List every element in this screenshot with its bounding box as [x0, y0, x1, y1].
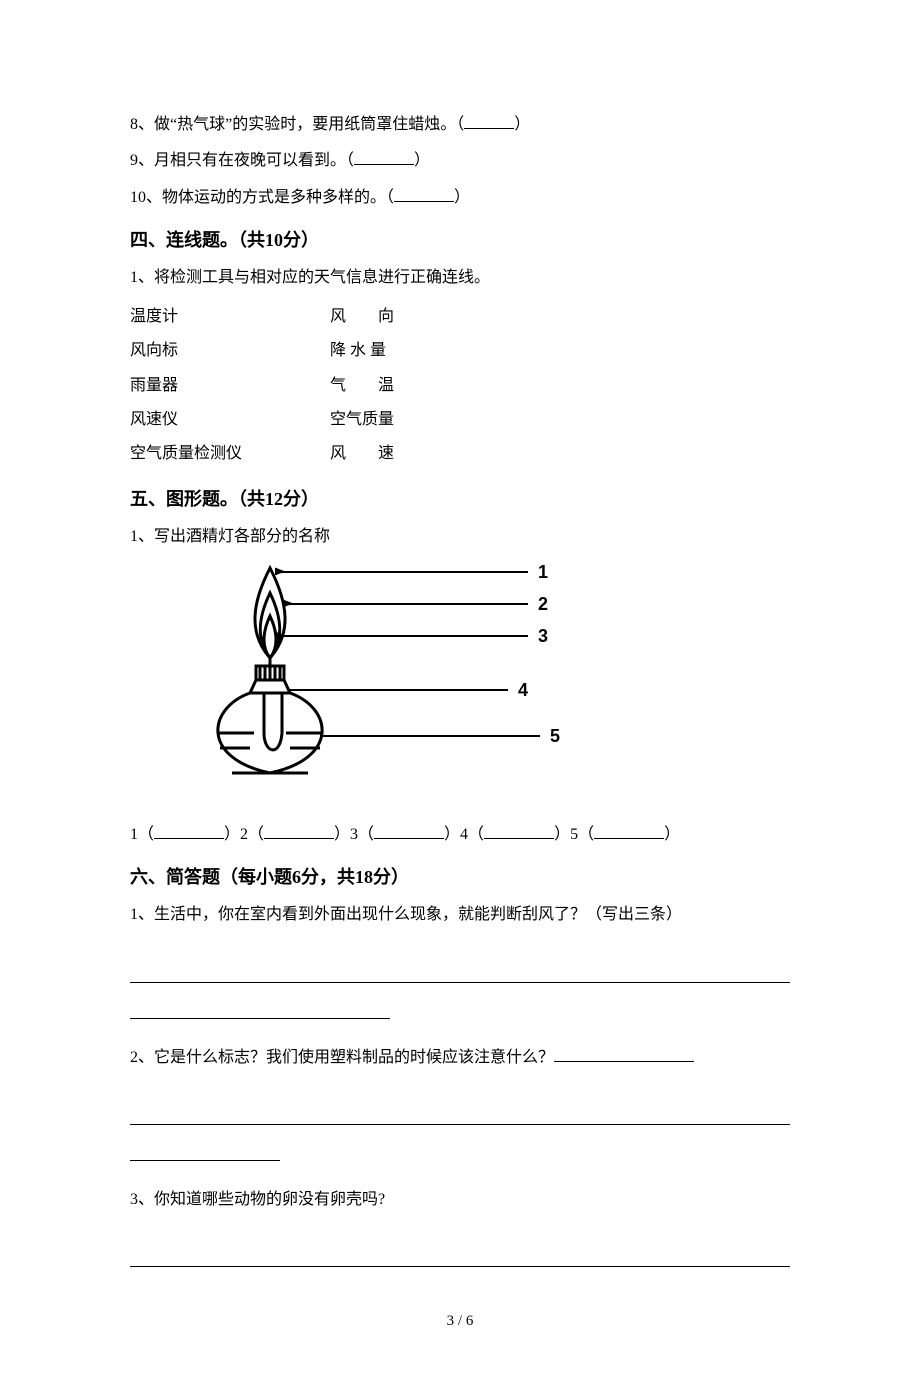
match-row: 空气质量检测仪 风 速: [130, 437, 394, 471]
lbl-3: ）3（: [334, 826, 374, 843]
match-right-4: 风 速: [330, 437, 394, 471]
paren: ）: [514, 116, 530, 133]
q2-answer-line-1[interactable]: [130, 1097, 790, 1125]
lbl-1: 1（: [130, 826, 154, 843]
section6-q3: 3、你知道哪些动物的卵没有卵壳吗?: [130, 1185, 790, 1215]
q3-10: 10、物体运动的方式是多种多样的。（ ）: [130, 183, 790, 213]
q3-answer-line-1[interactable]: [130, 1239, 790, 1267]
q1-answer-line-2[interactable]: [130, 991, 390, 1019]
page-number: 3 / 6: [130, 1307, 790, 1336]
section4-q1: 1、将检测工具与相对应的天气信息进行正确连线。: [130, 263, 790, 293]
section6-q1: 1、生活中，你在室内看到外面出现什么现象，就能判断刮风了？（写出三条）: [130, 900, 790, 930]
match-right-2: 气 温: [330, 369, 394, 403]
match-left-4: 空气质量检测仪: [130, 437, 330, 471]
q3-10-blank[interactable]: [394, 185, 454, 202]
match-left-1: 风向标: [130, 334, 330, 368]
match-row: 风速仪 空气质量: [130, 403, 394, 437]
match-left-0: 温度计: [130, 300, 330, 334]
q3-9-blank[interactable]: [354, 149, 414, 166]
q3-8-text: 8、做“热气球”的实验时，要用纸筒罩住蜡烛。（: [130, 116, 464, 133]
lbl-2: ）2（: [224, 826, 264, 843]
section4-heading: 四、连线题。（共10分）: [130, 223, 790, 257]
q2-tail-blank[interactable]: [554, 1045, 694, 1062]
lbl-end: ）: [664, 826, 680, 843]
diagram-label-2: 2: [538, 594, 548, 614]
section5-q1: 1、写出酒精灯各部分的名称: [130, 522, 790, 552]
match-left-3: 风速仪: [130, 403, 330, 437]
section6-heading: 六、简答题（每小题6分，共18分）: [130, 860, 790, 894]
diagram-label-5: 5: [550, 726, 560, 746]
match-row: 温度计 风 向: [130, 300, 394, 334]
match-table: 温度计 风 向 风向标 降 水 量 雨量器 气 温 风速仪 空气质量 空气质量检…: [130, 300, 394, 472]
ans-5[interactable]: [594, 822, 664, 839]
q2-answer-line-2[interactable]: [130, 1133, 280, 1161]
alcohol-lamp-svg: 1 2 3 4 5: [190, 558, 570, 798]
paren: ）: [414, 152, 430, 169]
diagram-label-3: 3: [538, 626, 548, 646]
ans-2[interactable]: [264, 822, 334, 839]
section6-q2: 2、它是什么标志？我们使用塑料制品的时候应该注意什么？: [130, 1043, 790, 1073]
q3-9-text: 9、月相只有在夜晚可以看到。（: [130, 152, 354, 169]
lbl-5: ）5（: [554, 826, 594, 843]
match-row: 风向标 降 水 量: [130, 334, 394, 368]
figure-answer-line: 1（ ）2（ ）3（ ）4（ ）5（ ）: [130, 820, 790, 850]
match-right-0: 风 向: [330, 300, 394, 334]
q1-answer-line-1[interactable]: [130, 955, 790, 983]
q3-10-text: 10、物体运动的方式是多种多样的。（: [130, 189, 394, 206]
match-left-2: 雨量器: [130, 369, 330, 403]
alcohol-lamp-diagram: 1 2 3 4 5: [190, 558, 790, 809]
match-right-1: 降 水 量: [330, 334, 394, 368]
q3-8-blank[interactable]: [464, 112, 514, 129]
ans-1[interactable]: [154, 822, 224, 839]
diagram-label-1: 1: [538, 562, 548, 582]
diagram-label-4: 4: [518, 680, 528, 700]
match-right-3: 空气质量: [330, 403, 394, 437]
match-row: 雨量器 气 温: [130, 369, 394, 403]
q3-8: 8、做“热气球”的实验时，要用纸筒罩住蜡烛。（ ）: [130, 110, 790, 140]
section6-q2-text: 2、它是什么标志？我们使用塑料制品的时候应该注意什么？: [130, 1049, 554, 1066]
ans-3[interactable]: [374, 822, 444, 839]
q3-9: 9、月相只有在夜晚可以看到。（ ）: [130, 146, 790, 176]
section5-heading: 五、图形题。（共12分）: [130, 482, 790, 516]
ans-4[interactable]: [484, 822, 554, 839]
paren: ）: [454, 189, 470, 206]
lbl-4: ）4（: [444, 826, 484, 843]
